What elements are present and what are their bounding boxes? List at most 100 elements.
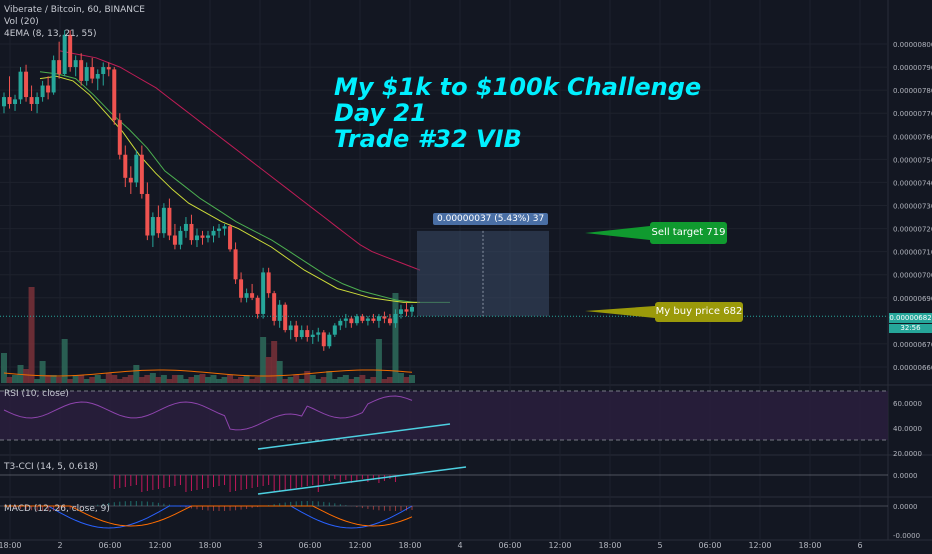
volume-bar bbox=[116, 379, 123, 383]
volume-bar bbox=[6, 377, 13, 383]
sell-target-pointer bbox=[585, 226, 650, 240]
volume-legend[interactable]: Vol (20) bbox=[4, 17, 39, 27]
volume-bar bbox=[342, 375, 349, 383]
ema-55-line bbox=[59, 50, 421, 271]
volume-bar bbox=[199, 374, 206, 383]
volume-bar bbox=[326, 371, 333, 383]
macd-tick-label: 0.0000 bbox=[893, 503, 918, 511]
volume-bar bbox=[397, 373, 404, 383]
volume-bar bbox=[392, 293, 399, 383]
volume-bar bbox=[171, 375, 178, 383]
sell-target-tag[interactable]: Sell target 719 bbox=[650, 222, 727, 244]
candle-body bbox=[327, 334, 332, 347]
candle-body bbox=[365, 318, 370, 321]
price-tick-label: 0.00000750 bbox=[893, 156, 932, 164]
candle-body bbox=[35, 97, 40, 104]
cci-trendline bbox=[257, 466, 467, 495]
volume-bar bbox=[72, 375, 79, 383]
current-price-badge: 0.00000682 bbox=[889, 313, 932, 323]
volume-bar bbox=[127, 375, 134, 383]
time-tick-label: 18:00 bbox=[198, 541, 221, 550]
volume-bar bbox=[298, 379, 305, 383]
volume-bar bbox=[1, 353, 7, 383]
cci-legend[interactable]: T3-CCI (14, 5, 0.618) bbox=[4, 462, 98, 472]
candle-body bbox=[288, 325, 293, 331]
candle-body bbox=[410, 307, 414, 312]
candle-body bbox=[24, 71, 29, 98]
volume-bar bbox=[287, 377, 294, 383]
candle-body bbox=[222, 226, 227, 229]
volume-bar bbox=[138, 377, 145, 383]
candle-body bbox=[40, 85, 45, 98]
volume-ma-line bbox=[3, 369, 413, 377]
volume-bar bbox=[78, 375, 85, 383]
volume-bar bbox=[83, 379, 90, 383]
candle-body bbox=[117, 120, 122, 155]
time-tick-label: 18:00 bbox=[0, 541, 22, 550]
candle-body bbox=[360, 316, 365, 321]
volume-bar bbox=[243, 375, 250, 383]
symbol-legend[interactable]: Viberate / Bitcoin, 60, BINANCE bbox=[4, 5, 145, 15]
volume-bar bbox=[166, 379, 173, 383]
candle-body bbox=[7, 97, 12, 104]
candle-body bbox=[349, 318, 354, 324]
volume-bar bbox=[304, 371, 311, 383]
volume-bar bbox=[381, 379, 388, 383]
volume-bar bbox=[23, 369, 30, 383]
candle-body bbox=[18, 71, 23, 100]
candle-body bbox=[387, 318, 392, 324]
candle-body bbox=[128, 177, 133, 183]
volume-bar bbox=[216, 379, 223, 383]
volume-bar bbox=[232, 379, 239, 383]
candle-body bbox=[310, 334, 315, 338]
title-line-3: Trade #32 VIB bbox=[334, 125, 522, 153]
buy-price-pointer bbox=[585, 306, 655, 318]
rsi-band bbox=[0, 391, 888, 440]
candle-body bbox=[393, 313, 398, 324]
ema-legend[interactable]: 4EMA (8, 13, 21, 55) bbox=[4, 29, 97, 39]
volume-bar bbox=[94, 375, 101, 383]
price-tick-label: 0.00000800 bbox=[893, 41, 932, 49]
volume-bar bbox=[67, 379, 74, 383]
candle-body bbox=[150, 217, 155, 236]
candle-body bbox=[62, 34, 67, 74]
candle-body bbox=[283, 304, 288, 331]
rsi-tick-label: 20.0000 bbox=[893, 450, 922, 458]
candle-body bbox=[106, 67, 111, 70]
volume-bar bbox=[386, 377, 393, 383]
title-line-1: My $1k to $100k Challenge bbox=[334, 73, 702, 101]
candle-body bbox=[161, 207, 166, 234]
candle-body bbox=[228, 226, 233, 250]
candle-body bbox=[277, 304, 282, 321]
time-tick-label: 06:00 bbox=[98, 541, 121, 550]
candle-body bbox=[84, 67, 89, 81]
volume-bar bbox=[348, 379, 355, 383]
candle-body bbox=[206, 235, 210, 238]
candle-body bbox=[321, 332, 326, 347]
time-tick-label: 12:00 bbox=[548, 541, 571, 550]
rsi-tick-label: 40.0000 bbox=[893, 425, 922, 433]
candle-body bbox=[134, 154, 139, 183]
volume-bar bbox=[320, 377, 327, 383]
time-tick-label: 06:00 bbox=[298, 541, 321, 550]
candle-body bbox=[101, 67, 106, 74]
candle-body bbox=[79, 60, 84, 81]
candle-body bbox=[2, 97, 6, 107]
price-tick-label: 0.00000710 bbox=[893, 249, 932, 257]
macd-legend[interactable]: MACD (12, 26, close, 9) bbox=[4, 504, 110, 514]
buy-price-tag[interactable]: My buy price 682 bbox=[655, 302, 743, 322]
rsi-legend[interactable]: RSI (10, close) bbox=[4, 389, 69, 399]
volume-bar bbox=[205, 377, 211, 383]
volume-bar bbox=[61, 339, 68, 383]
price-tick-label: 0.00000690 bbox=[893, 295, 932, 303]
candle-body bbox=[189, 223, 194, 241]
candle-body bbox=[343, 318, 348, 321]
price-tick-label: 0.00000730 bbox=[893, 203, 932, 211]
volume-bar bbox=[353, 377, 360, 383]
candle-body bbox=[382, 316, 387, 319]
candle-body bbox=[29, 97, 34, 104]
volume-bar bbox=[160, 375, 167, 383]
candle-body bbox=[239, 279, 244, 298]
